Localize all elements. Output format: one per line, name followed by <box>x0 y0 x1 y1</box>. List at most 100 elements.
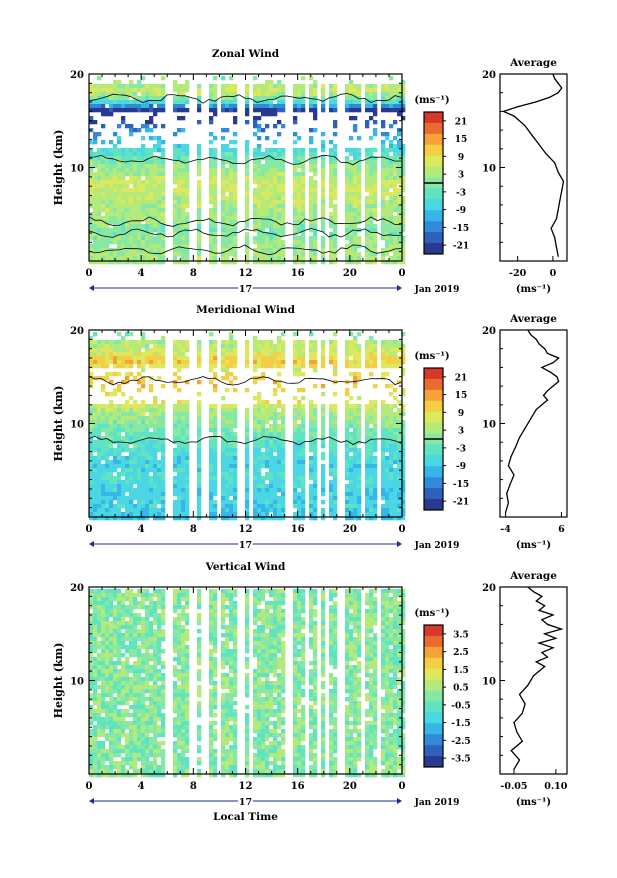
heatmap-cell <box>393 480 397 484</box>
heatmap-cell <box>109 436 113 440</box>
heatmap-cell <box>221 216 225 220</box>
heatmap-cell <box>321 444 325 448</box>
heatmap-cell <box>297 200 301 204</box>
heatmap-cell <box>213 176 217 180</box>
heatmap-cell <box>245 344 249 348</box>
heatmap-cell <box>381 496 385 500</box>
heatmap-cell <box>149 172 153 176</box>
heatmap-cell <box>161 416 165 420</box>
colorbar-tick-label: -15 <box>453 480 469 490</box>
colorbar-segment <box>424 188 443 199</box>
heatmap-cell <box>297 360 301 364</box>
heatmap-cell <box>365 196 369 200</box>
heatmap-cell <box>281 148 285 152</box>
heatmap-cell <box>141 360 145 364</box>
heatmap-cell <box>125 480 129 484</box>
heatmap-cell <box>221 432 225 436</box>
heatmap-cell <box>309 160 313 164</box>
heatmap-cell <box>93 184 97 188</box>
heatmap-cell <box>161 200 165 204</box>
heatmap-cell <box>101 508 105 512</box>
heatmap-cell <box>301 504 305 508</box>
heatmap-cell <box>137 176 141 180</box>
heatmap-cell <box>229 412 233 416</box>
heatmap-cell <box>209 408 213 412</box>
heatmap-cell <box>93 256 97 260</box>
heatmap-cell <box>273 104 277 108</box>
heatmap-cell <box>385 136 389 140</box>
heatmap-cell <box>333 432 337 436</box>
heatmap-cell <box>145 512 149 516</box>
heatmap-cell <box>93 136 97 140</box>
heatmap-cell <box>345 252 349 256</box>
heatmap-cell <box>173 188 177 192</box>
heatmap-cell <box>349 148 353 152</box>
heatmap-cell <box>109 344 113 348</box>
heatmap-cell <box>273 424 277 428</box>
heatmap-cell <box>121 184 125 188</box>
heatmap-cell <box>261 184 265 188</box>
heatmap-cell <box>141 212 145 216</box>
heatmap-cell <box>173 384 177 388</box>
heatmap-cell <box>245 200 249 204</box>
heatmap-cell <box>145 184 149 188</box>
heatmap-cell <box>145 204 149 208</box>
x-tick-label: 4 <box>138 268 145 279</box>
heatmap-cell <box>181 104 185 108</box>
heatmap-cell <box>293 424 297 428</box>
heatmap-cell <box>369 172 373 176</box>
heatmap-cell <box>145 476 149 480</box>
heatmap-cell <box>369 116 373 120</box>
heatmap-cell <box>213 444 217 448</box>
heatmap-cell <box>137 444 141 448</box>
heatmap-cell <box>329 456 333 460</box>
heatmap-cell <box>373 488 377 492</box>
heatmap-cell <box>229 372 233 376</box>
heatmap-cell <box>349 100 353 104</box>
heatmap-cell <box>161 448 165 452</box>
heatmap-cell <box>253 424 257 428</box>
heatmap-cell <box>261 188 265 192</box>
heatmap-cell <box>373 364 377 368</box>
profile-point <box>545 153 546 154</box>
heatmap-cell <box>345 508 349 512</box>
heatmap-cell <box>133 232 137 236</box>
heatmap-cell <box>333 408 337 412</box>
heatmap-cell <box>369 252 373 256</box>
heatmap-cell <box>265 184 269 188</box>
profile-point <box>517 106 518 107</box>
heatmap-cell <box>349 340 353 344</box>
heatmap-cell <box>129 192 133 196</box>
heatmap-cell <box>253 196 257 200</box>
heatmap-cell <box>145 444 149 448</box>
heatmap-cell <box>333 452 337 456</box>
heatmap-cell <box>105 200 109 204</box>
heatmap-cell <box>253 180 257 184</box>
heatmap-cell <box>265 176 269 180</box>
heatmap-cell <box>257 456 261 460</box>
heatmap-cell <box>173 80 177 84</box>
heatmap-cell <box>181 448 185 452</box>
heatmap-cell <box>253 408 257 412</box>
heatmap-cell <box>353 384 357 388</box>
heatmap-cell <box>301 488 305 492</box>
heatmap-cell <box>125 344 129 348</box>
heatmap-cell <box>297 244 301 248</box>
heatmap-cell <box>153 500 157 504</box>
heatmap-cell <box>261 84 265 88</box>
profile-point <box>556 246 557 247</box>
heatmap-cell <box>137 172 141 176</box>
heatmap-cell <box>293 140 297 144</box>
heatmap-cell <box>233 404 237 408</box>
heatmap-cell <box>301 432 305 436</box>
heatmap-cell <box>277 384 281 388</box>
heatmap-cell <box>385 360 389 364</box>
colorbar-segment <box>424 477 443 488</box>
heatmap-cell <box>209 160 213 164</box>
heatmap-cell <box>257 512 261 516</box>
heatmap-cell <box>161 488 165 492</box>
heatmap-cell <box>121 488 125 492</box>
heatmap-cell <box>133 424 137 428</box>
heatmap-cell <box>89 236 93 240</box>
heatmap-cell <box>125 508 129 512</box>
